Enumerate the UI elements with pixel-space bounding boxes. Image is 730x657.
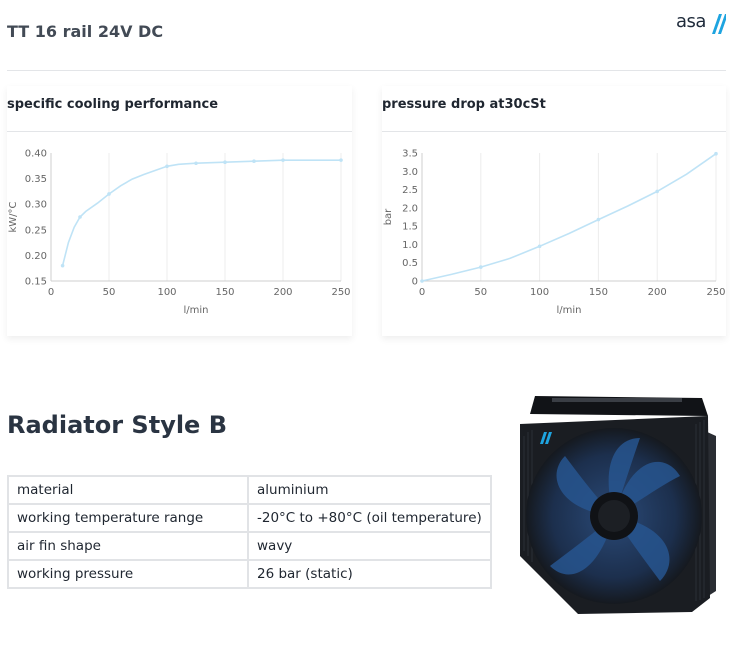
y-tick-label: 0.40	[25, 149, 47, 160]
x-axis-label: l/min	[183, 305, 208, 316]
data-point	[714, 151, 718, 156]
y-tick-label: 0.35	[25, 174, 47, 185]
data-point	[596, 217, 601, 222]
y-tick-label: 3.5	[402, 149, 418, 160]
data-point	[420, 279, 424, 283]
specs-table: material aluminium working temperature r…	[7, 475, 492, 589]
radiator-product-image	[520, 396, 716, 614]
table-row: working temperature range -20°C to +80°C…	[7, 503, 492, 533]
x-tick-label: 200	[648, 287, 667, 298]
y-tick-label: 1.5	[402, 222, 418, 233]
y-tick-label: 3.0	[402, 167, 418, 178]
x-tick-label: 0	[419, 287, 425, 298]
card-divider	[7, 131, 352, 132]
y-tick-label: 0.5	[402, 258, 418, 269]
spec-value: wavy	[247, 531, 492, 561]
card-title: pressure drop at30cSt	[382, 97, 546, 112]
y-tick-label: 0	[412, 277, 418, 288]
y-tick-label: 0.25	[25, 225, 47, 236]
data-point	[78, 215, 82, 219]
y-axis-label: bar	[383, 208, 394, 225]
spec-key: material	[7, 475, 249, 505]
x-tick-label: 0	[48, 287, 54, 298]
x-tick-label: 100	[157, 287, 176, 298]
y-tick-label: 1.0	[402, 240, 418, 251]
data-point	[252, 159, 256, 163]
y-tick-label: 2.0	[402, 203, 418, 214]
y-axis-label: kW/°C	[8, 201, 19, 232]
data-point	[479, 265, 483, 269]
data-point	[281, 158, 285, 162]
spec-value: aluminium	[247, 475, 492, 505]
x-tick-label: 150	[589, 287, 608, 298]
pressure-drop-card: pressure drop at30cSt 0 50 100 150 200 250 0 0.…	[382, 86, 726, 336]
pressure-drop-chart: 0 50 100 150 200 250 0 0.5 1.0 1.5 2.0 2.5 3.0 3.5 l/m…	[383, 149, 726, 317]
asa-badge-icon	[540, 432, 552, 444]
x-tick-label: 200	[273, 287, 292, 298]
asa-logo[interactable]: asa	[676, 8, 726, 38]
section-title: Radiator Style B	[7, 411, 227, 439]
table-row: air fin shape wavy	[7, 531, 492, 561]
data-point	[165, 164, 169, 169]
cooling-performance-card: specific cooling performance 0 50 100 150 20…	[7, 86, 352, 336]
x-tick-label: 250	[706, 287, 725, 298]
page-title: TT 16 rail 24V DC	[7, 22, 164, 41]
table-row: working pressure 26 bar (static)	[7, 559, 492, 589]
x-tick-label: 100	[530, 287, 549, 298]
data-point	[60, 263, 65, 268]
cooling-performance-chart: 0 50 100 150 200 250 0.15 0.20 0.25 0.30 0.35 0.40 l…	[8, 149, 351, 317]
spec-key: working temperature range	[7, 503, 249, 533]
x-tick-label: 50	[474, 287, 487, 298]
card-title: specific cooling performance	[7, 97, 219, 112]
series-line	[421, 153, 717, 282]
card-divider	[382, 131, 726, 132]
spec-key: working pressure	[7, 559, 249, 589]
logo-slash-icon	[712, 14, 726, 34]
data-point	[107, 192, 111, 196]
data-point	[223, 160, 227, 165]
data-point	[194, 161, 198, 166]
y-tick-label: 0.15	[25, 277, 47, 288]
x-tick-label: 150	[215, 287, 234, 298]
y-tick-label: 0.20	[25, 251, 47, 262]
data-point	[655, 189, 659, 194]
spec-value: -20°C to +80°C (oil temperature)	[247, 503, 492, 533]
header-divider	[7, 70, 726, 71]
x-tick-label: 50	[103, 287, 116, 298]
data-point	[537, 244, 542, 249]
x-axis-label: l/min	[556, 305, 581, 316]
data-point	[339, 158, 343, 162]
spec-value: 26 bar (static)	[247, 559, 492, 589]
logo-text: asa	[676, 11, 706, 32]
spec-key: air fin shape	[7, 531, 249, 561]
series-line	[61, 159, 341, 266]
x-tick-label: 250	[331, 287, 350, 298]
y-tick-label: 0.30	[25, 200, 47, 211]
table-row: material aluminium	[7, 475, 492, 505]
y-tick-label: 2.5	[402, 185, 418, 196]
